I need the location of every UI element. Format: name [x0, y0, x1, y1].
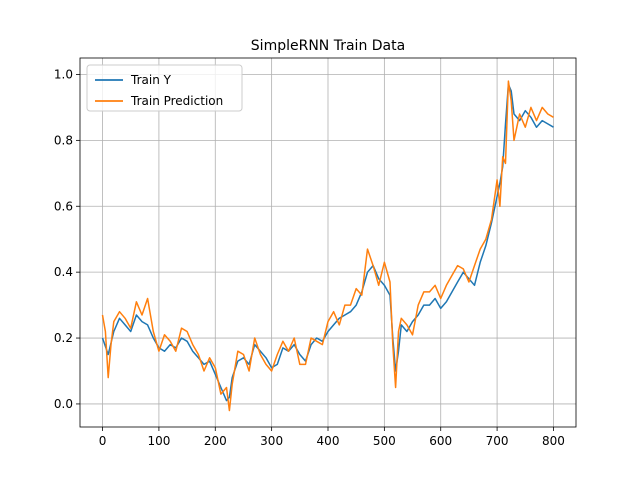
axis-ticks: 0 100 200 300 400 500 600 700 800 0.0 0.2 0.4 0.6 0.8… — [54, 67, 565, 448]
y-tick-label: 0.4 — [54, 265, 73, 279]
y-tick-label: 0.6 — [54, 199, 73, 213]
y-tick-label: 0.8 — [54, 133, 73, 147]
x-tick-label: 700 — [486, 434, 509, 448]
x-tick-label: 300 — [260, 434, 283, 448]
y-tick-label: 0.2 — [54, 331, 73, 345]
series-line-train-y — [101, 83, 554, 402]
y-tick-label: 1.0 — [54, 67, 73, 81]
x-tick-label: 500 — [373, 434, 396, 448]
x-tick-label: 600 — [429, 434, 452, 448]
x-tick-label: 400 — [317, 434, 340, 448]
x-tick-label: 100 — [147, 434, 170, 448]
legend: Train Y Train Prediction — [86, 64, 243, 112]
legend-box — [86, 64, 243, 112]
x-tick-label: 800 — [542, 434, 565, 448]
y-tick-label: 0.0 — [54, 397, 73, 411]
x-tick-label: 200 — [204, 434, 227, 448]
series-layer — [101, 80, 554, 412]
grid — [80, 58, 576, 427]
chart-title: SimpleRNN Train Data — [251, 38, 405, 54]
legend-label: Train Y — [130, 73, 172, 87]
series-line-train-prediction — [101, 80, 554, 412]
x-tick-label: 0 — [99, 434, 107, 448]
legend-label: Train Prediction — [130, 94, 223, 108]
